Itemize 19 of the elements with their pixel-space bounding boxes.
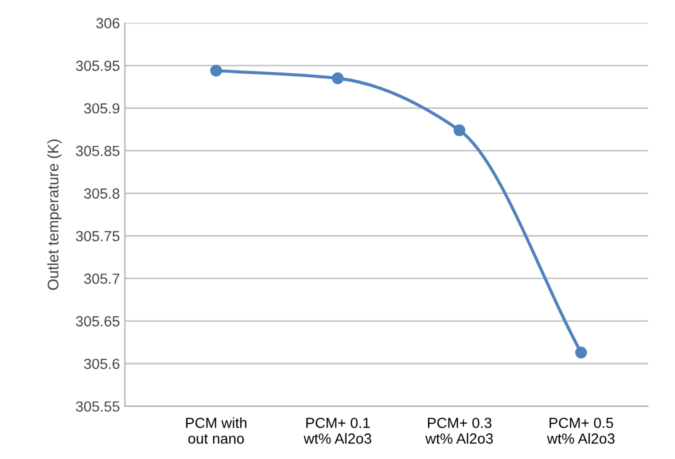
y-tick-label: 305.8 <box>84 188 120 199</box>
y-tick-label: 305.95 <box>76 60 120 71</box>
y-axis-title: Outlet temperature (K) <box>47 140 62 290</box>
y-tick-label: 305.55 <box>76 401 120 412</box>
y-tick-label: 305.75 <box>76 230 120 242</box>
y-tick-label: 305.65 <box>76 316 120 326</box>
x-tick-label: PCM+ 0.5 wt% Al2o3 <box>547 418 614 444</box>
point <box>575 346 587 358</box>
y-tick-label: 305.7 <box>84 274 120 284</box>
point <box>332 72 344 84</box>
x-tick-label: PCM+ 0.1 wt% Al2o3 <box>304 418 372 444</box>
y-tick-label: 305.85 <box>76 146 120 156</box>
y-tick-label: 305.9 <box>84 103 120 114</box>
x-tick-label: PCM+ 0.3 wt% Al2o3 <box>425 418 493 444</box>
x-tick-label: PCM with out nano <box>186 417 246 444</box>
point <box>210 64 222 77</box>
y-tick-label: 306 <box>96 18 120 28</box>
y-tick-label: 305.6 <box>84 358 120 370</box>
point <box>454 124 466 136</box>
